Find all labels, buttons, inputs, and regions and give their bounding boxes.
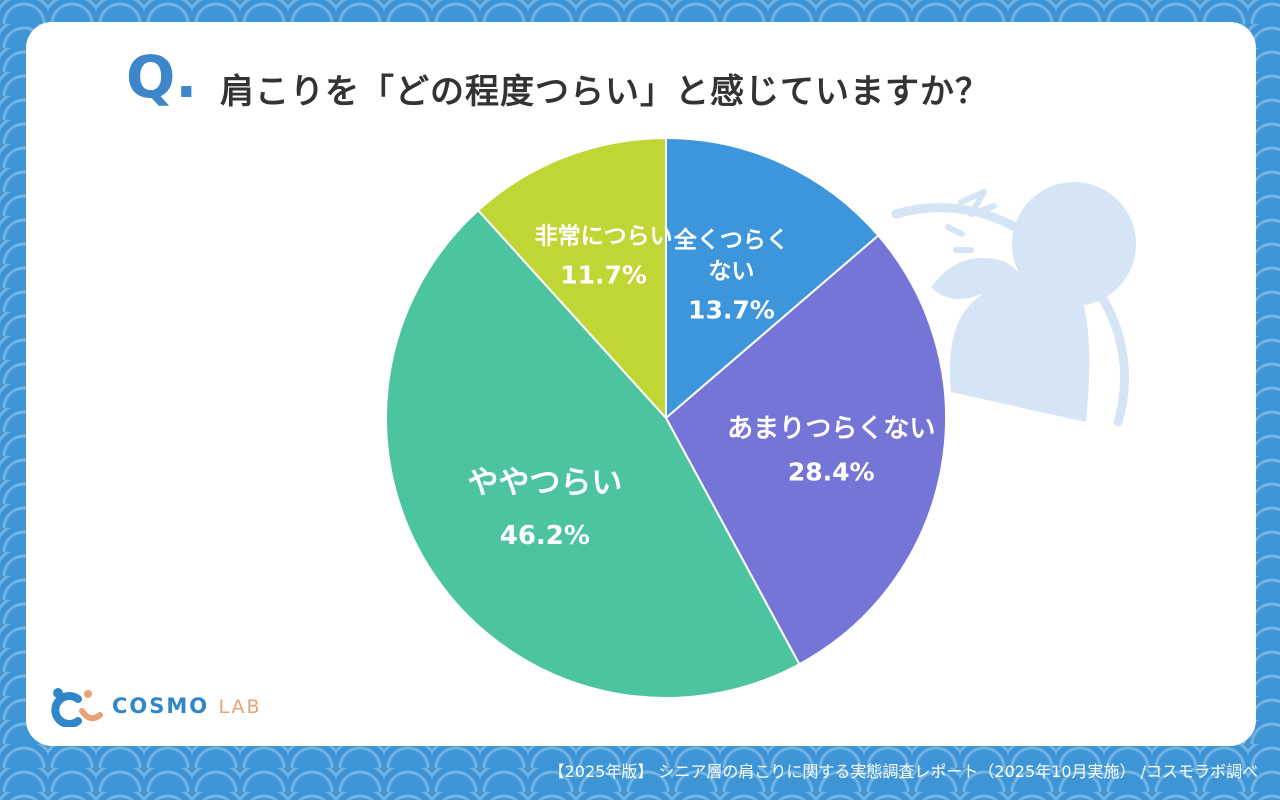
pie-slice-label-1-0: あまりつらくない xyxy=(727,414,935,444)
pie-slice-value-2: 46.2% xyxy=(500,521,590,551)
pie-slice-label-0-1: ない xyxy=(708,259,754,285)
pie-slice-label-0-0: 全くつらく xyxy=(673,226,789,253)
cosmo-lab-logo: COSMO LAB xyxy=(48,686,262,727)
pie-slice-value-3: 11.7% xyxy=(560,260,647,289)
cosmo-lab-logo-icon xyxy=(51,688,103,727)
pie-slice-0 xyxy=(665,136,880,421)
footer-source-note: 【2025年版】 シニア層の肩こりに関する実態調査レポート（2025年10月実施… xyxy=(548,762,1258,781)
question-mark-label: Q. xyxy=(126,43,198,111)
pie-slice-label-2-0: ややつらい xyxy=(467,465,622,501)
chart-title: 肩こりを「どの程度つらい」と感じていますか？ xyxy=(220,72,990,112)
pie-slice-label-3-0: 非常につらい xyxy=(535,223,673,249)
pie-slice-2 xyxy=(384,208,801,699)
pie-slice-1 xyxy=(664,234,947,666)
chart-card: Q. 肩こりを「どの程度つらい」と感じていますか？ 全くつらくない 13.7% あま… xyxy=(26,22,1256,746)
pie-slice-value-0: 13.7% xyxy=(688,295,775,324)
shoulder-pain-person-icon xyxy=(891,182,1136,427)
pie-slice-3 xyxy=(476,136,667,421)
logo-text: COSMO LAB xyxy=(112,694,262,718)
pie-slice-value-1: 28.4% xyxy=(788,458,875,487)
